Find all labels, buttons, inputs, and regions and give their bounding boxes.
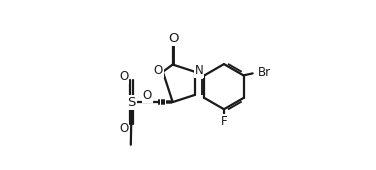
Text: S: S — [127, 96, 136, 109]
Text: Br: Br — [258, 66, 271, 79]
Text: F: F — [221, 115, 227, 128]
Text: O: O — [168, 32, 179, 45]
Text: O: O — [119, 122, 128, 134]
Text: O: O — [143, 89, 152, 102]
Text: N: N — [194, 64, 203, 77]
Text: O: O — [119, 70, 128, 83]
Text: O: O — [153, 64, 163, 77]
